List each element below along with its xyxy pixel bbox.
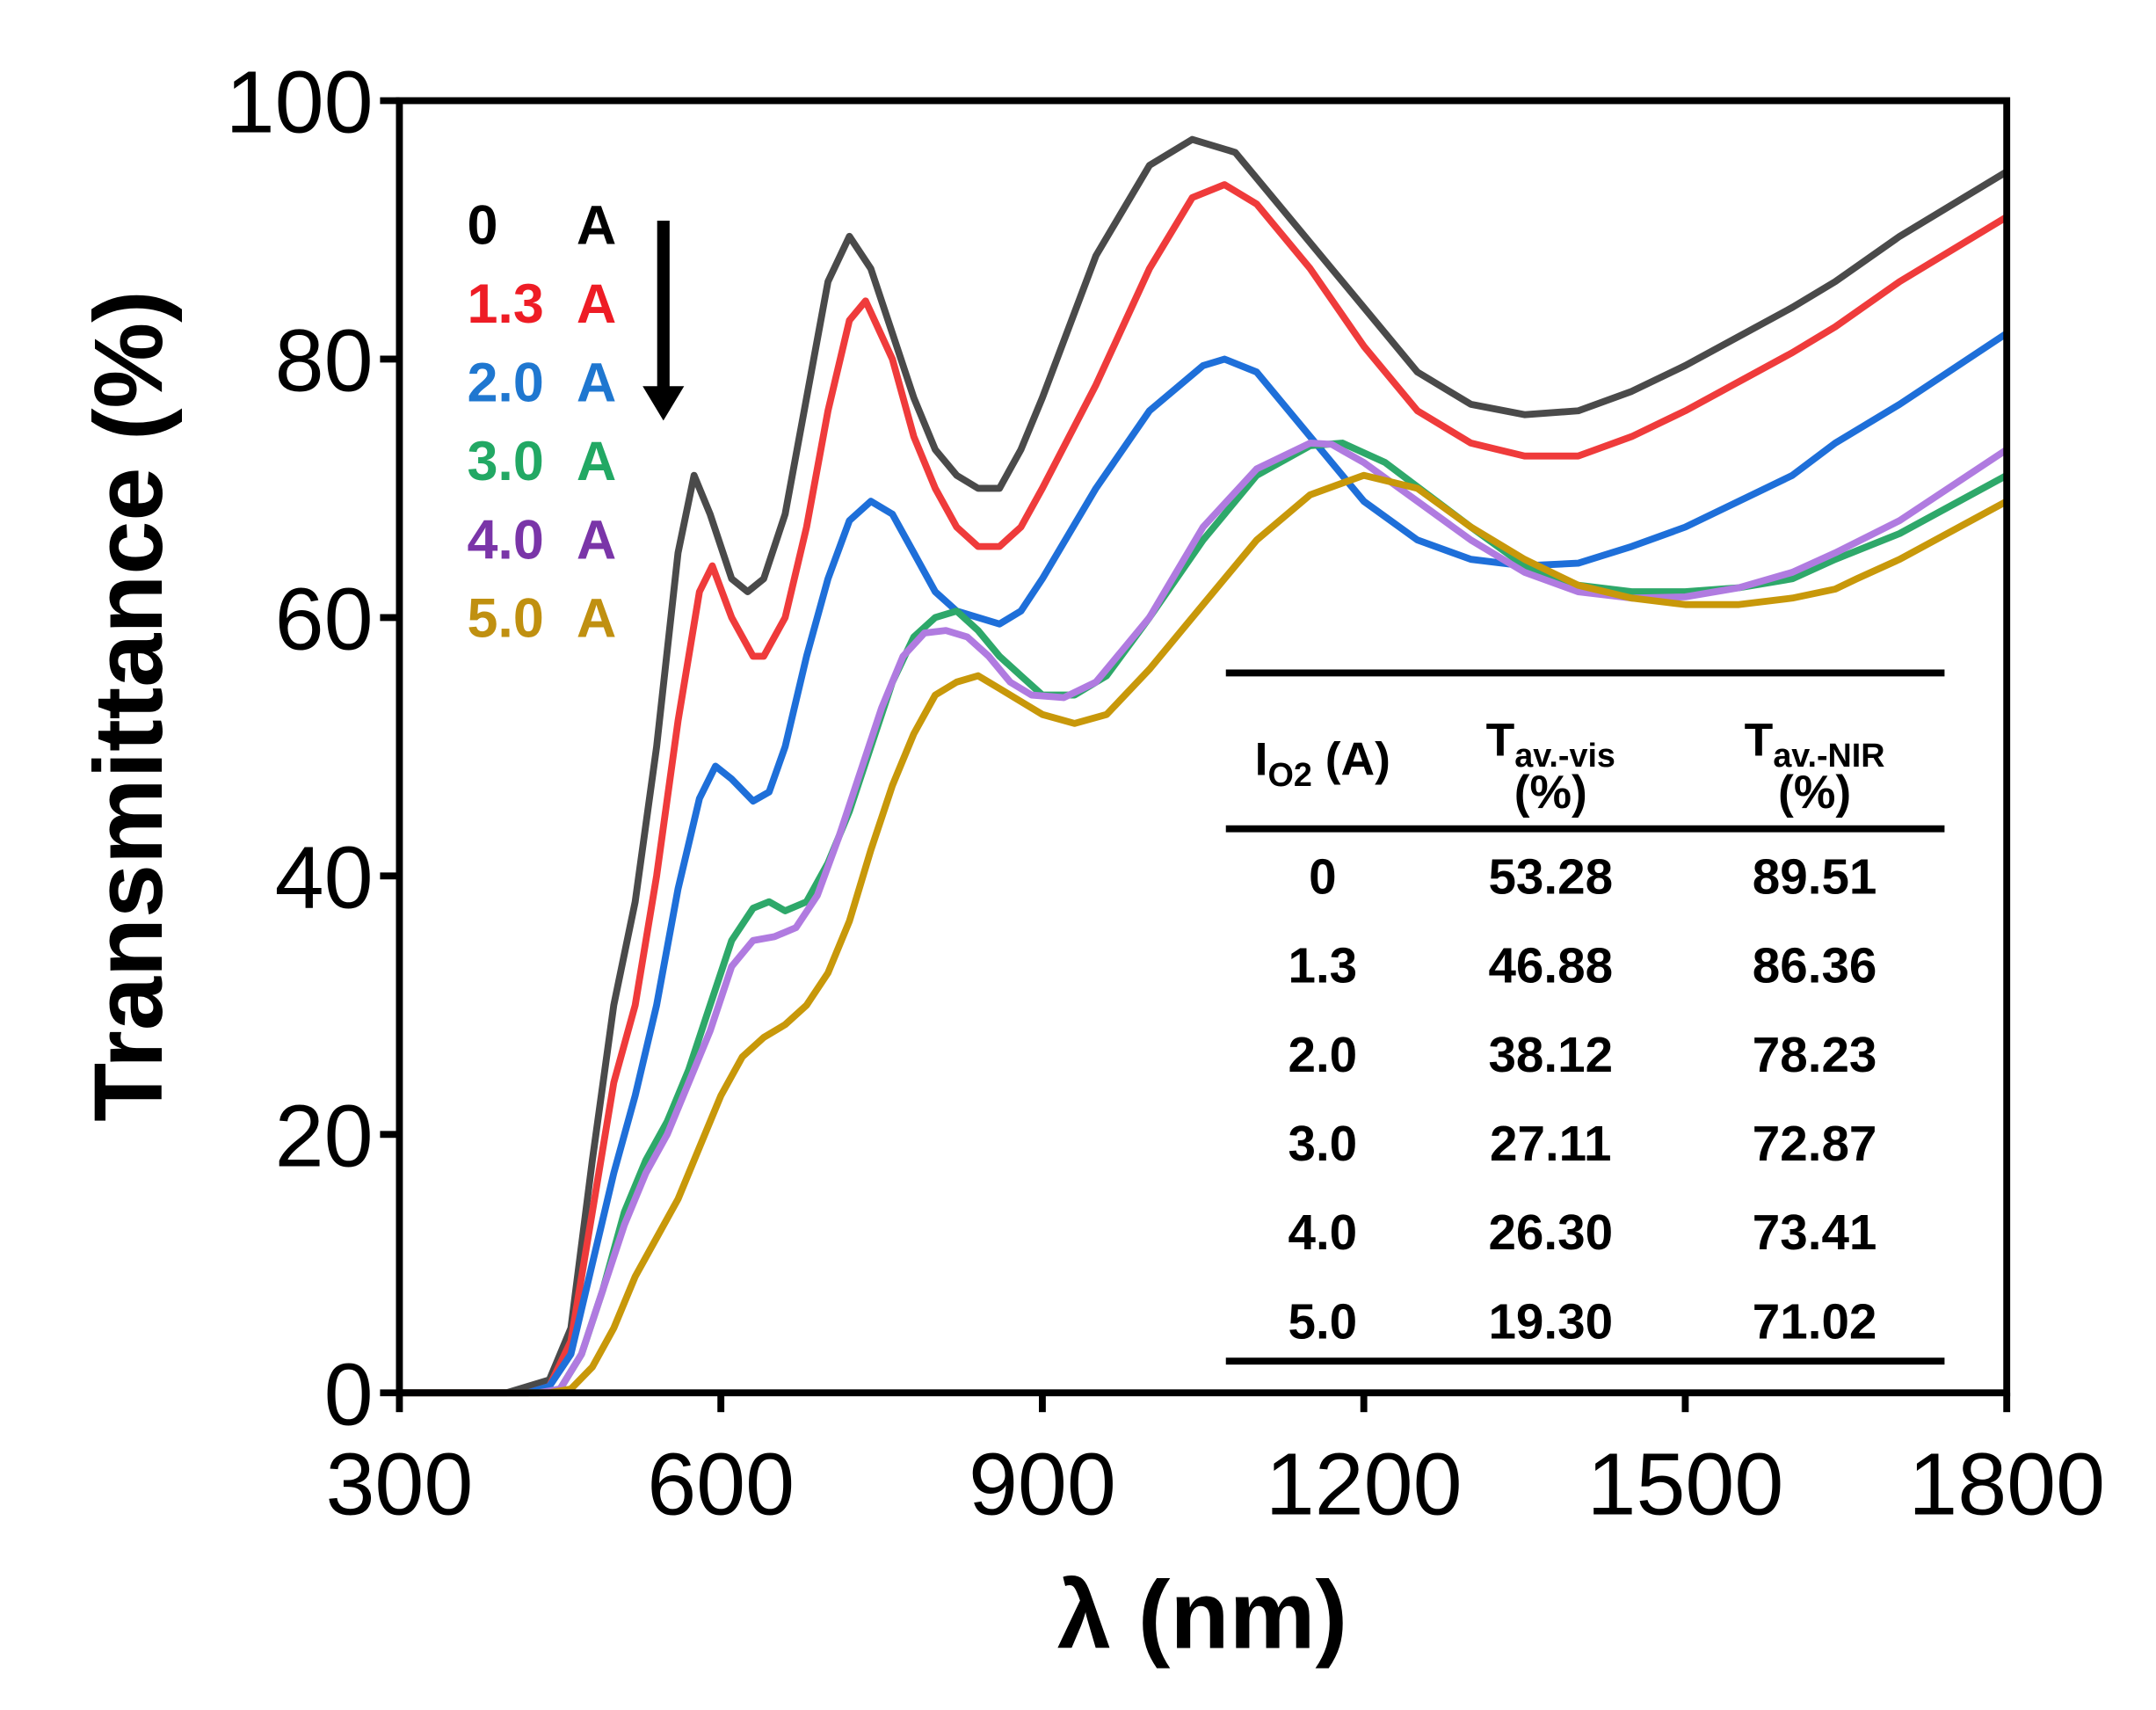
y-tick-label: 40	[275, 829, 374, 928]
table-cell: 86.36	[1753, 938, 1877, 993]
table-cell: 2.0	[1288, 1027, 1357, 1082]
x-tick-label: 1200	[1266, 1435, 1463, 1533]
legend-unit: A	[577, 353, 616, 414]
y-tick-label: 80	[275, 312, 374, 411]
series-line-5.0	[399, 471, 2009, 1397]
table-cell: 72.87	[1753, 1116, 1877, 1171]
legend-unit: A	[577, 509, 616, 571]
legend-arrow	[642, 220, 685, 421]
x-tick-label: 300	[325, 1435, 473, 1533]
series-line-1.3	[399, 181, 2009, 1397]
table-header-unit: (%)	[1514, 767, 1587, 819]
table-header: Tav.-vis	[1486, 715, 1615, 774]
legend-unit: A	[577, 273, 616, 335]
plot-frame	[396, 97, 2011, 1397]
table-cell: 0	[1309, 848, 1336, 904]
series-layer	[399, 135, 2009, 1397]
y-tick-label: 0	[324, 1345, 374, 1444]
legend-label-2.0: 2.0	[467, 353, 543, 414]
table-header: Tav.-NIR	[1745, 715, 1885, 774]
x-tick-label: 600	[647, 1435, 795, 1533]
legend-unit: A	[577, 431, 616, 492]
series-line-0	[399, 135, 2009, 1397]
table-cell: 4.0	[1288, 1204, 1357, 1260]
legend: 0 A 1.3 A 2.0 A 3.0 A 4.0 A 5.0 A	[467, 195, 616, 650]
table-header: IO2 (A)	[1255, 734, 1390, 793]
y-axis-label: Transmittance (%)	[75, 290, 183, 1122]
x-axis-label: λ (nm)	[1057, 1561, 1347, 1670]
table-cell: 3.0	[1288, 1116, 1357, 1171]
table-cell: 1.3	[1288, 938, 1357, 993]
inset-table: IO2 (A) Tav.-vis(%)Tav.-NIR(%)0 53.28 89.51…	[1225, 669, 1945, 1365]
table-cell: 71.02	[1753, 1293, 1877, 1349]
legend-label-4.0: 4.0	[467, 509, 543, 571]
x-tick-label: 1800	[1908, 1435, 2105, 1533]
legend-unit: A	[577, 588, 616, 650]
table-cell: 26.30	[1488, 1204, 1613, 1260]
table-cell: 78.23	[1753, 1027, 1877, 1082]
legend-label-3.0: 3.0	[467, 431, 543, 492]
table-cell: 46.88	[1488, 938, 1613, 993]
x-tick-label: 900	[969, 1435, 1116, 1533]
legend-label-0: 0	[467, 195, 497, 257]
y-tick-label: 100	[226, 54, 374, 152]
legend-label-1.3: 1.3	[467, 273, 543, 335]
table-cell: 53.28	[1488, 848, 1613, 904]
table-cell: 5.0	[1288, 1293, 1357, 1349]
y-tick-label: 60	[275, 571, 374, 669]
x-tick-label: 1500	[1587, 1435, 1784, 1533]
table-cell: 27.11	[1490, 1116, 1611, 1171]
legend-label-5.0: 5.0	[467, 588, 543, 650]
ticks-layer: 300 600 900 1200 1500 1800 0 20 40 60 80 100	[226, 54, 2105, 1534]
table-header-unit: (%)	[1778, 767, 1851, 819]
y-tick-label: 20	[275, 1087, 374, 1185]
table-cell: 19.30	[1488, 1293, 1613, 1349]
table-cell: 89.51	[1753, 848, 1877, 904]
series-line-4.0	[399, 440, 2009, 1397]
table-cell: 38.12	[1488, 1027, 1613, 1082]
table-cell: 73.41	[1753, 1204, 1877, 1260]
legend-unit: A	[577, 195, 616, 257]
